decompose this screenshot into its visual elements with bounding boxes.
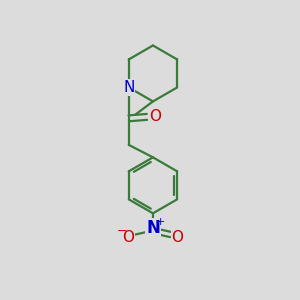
- Text: +: +: [156, 217, 165, 227]
- Text: −: −: [116, 224, 127, 238]
- Text: O: O: [122, 230, 134, 245]
- Text: O: O: [149, 110, 161, 124]
- Text: N: N: [146, 219, 160, 237]
- Text: O: O: [171, 230, 183, 245]
- Text: N: N: [123, 80, 134, 95]
